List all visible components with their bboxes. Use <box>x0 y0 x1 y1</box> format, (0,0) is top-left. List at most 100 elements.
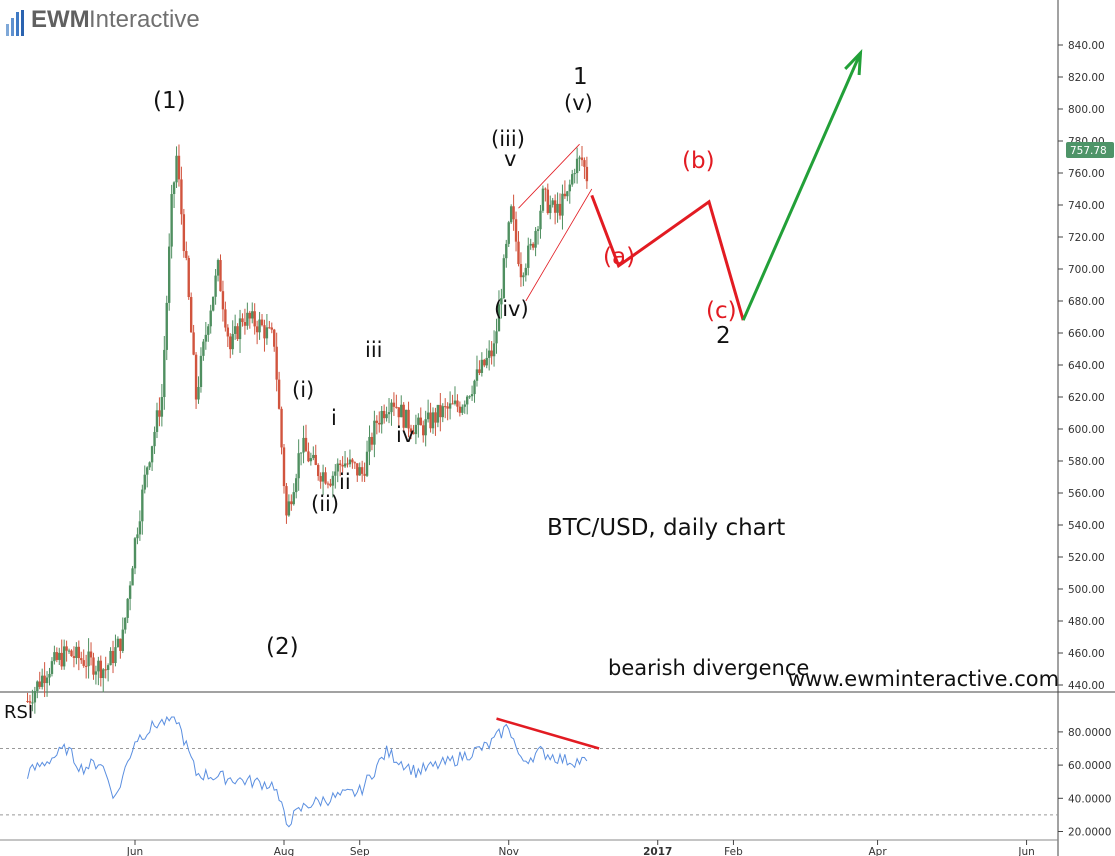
candle-body <box>62 646 66 667</box>
candle-body <box>170 194 173 247</box>
candle-body <box>136 534 139 539</box>
rsi-line-path <box>27 715 588 828</box>
candle-body <box>45 677 49 684</box>
candle-body <box>292 492 295 505</box>
candle-body <box>219 260 222 292</box>
candle-body <box>275 346 278 380</box>
candle-body <box>563 193 567 197</box>
candle-body <box>358 467 361 476</box>
time-tick-label: Sep <box>350 846 370 856</box>
candle-body <box>397 407 401 418</box>
candle-body <box>546 189 550 214</box>
candle-body <box>402 404 405 428</box>
candle-body <box>87 651 90 667</box>
candle-body <box>326 483 330 485</box>
candle-body <box>109 650 112 666</box>
rsi-tick-label: 60.0000 <box>1068 760 1111 772</box>
candle-body <box>473 380 476 395</box>
candle-body <box>116 638 120 648</box>
candle-body <box>492 343 496 357</box>
candle-body <box>424 419 427 436</box>
candle-body <box>172 182 176 195</box>
candle-body <box>566 191 569 197</box>
candle-body <box>94 671 98 675</box>
candle-body <box>167 246 171 303</box>
candle-body <box>177 155 181 180</box>
wave-a-label: (a) <box>603 244 635 270</box>
divergence-label: bearish divergence <box>608 656 809 680</box>
logo-suffix: Interactive <box>89 6 200 33</box>
candle-body <box>229 336 232 350</box>
candle-body <box>258 319 261 333</box>
candle-body <box>573 173 576 175</box>
wave-one-label: 1 <box>573 64 588 90</box>
candle-body <box>319 476 322 482</box>
candle-body <box>77 646 81 659</box>
candle-body <box>404 409 408 428</box>
candle-body <box>527 245 530 268</box>
candle-body <box>575 158 579 174</box>
candle-body <box>392 402 396 407</box>
price-axis: 440.00 460.00 480.00 500.00 520.00 540.00 560.… <box>1058 40 1105 692</box>
time-tick-label: Apr <box>868 846 887 856</box>
candle-body <box>395 406 398 408</box>
projection-up-line <box>741 52 862 321</box>
candle-body <box>480 359 484 373</box>
candle-body <box>365 451 369 476</box>
candle-body <box>407 409 410 429</box>
price-tick-label: 640.00 <box>1068 360 1105 372</box>
time-tick-label: 2017 <box>643 846 672 856</box>
candle-body <box>89 651 93 658</box>
candle-body <box>67 650 71 652</box>
candle-body <box>241 318 244 323</box>
wave-iv-minor-label: iv <box>396 423 414 447</box>
candle-body <box>380 410 383 425</box>
candle-body <box>470 394 474 397</box>
price-tick-label: 680.00 <box>1068 296 1105 308</box>
candle-body <box>544 188 547 190</box>
candle-body <box>180 179 183 215</box>
time-tick-label: Nov <box>498 846 519 856</box>
candle-body <box>31 702 34 704</box>
candle-body <box>456 400 459 407</box>
candle-body <box>346 463 349 465</box>
candle-body <box>360 467 364 474</box>
candle-body <box>434 412 437 423</box>
logo: EWM Interactive <box>6 6 200 36</box>
candle-body <box>487 350 491 358</box>
candle-body <box>539 210 542 230</box>
rsi-axis: 20.0000 40.0000 60.0000 80.0000 <box>1058 727 1111 839</box>
candle-body <box>583 160 586 167</box>
time-tick-label: Jun <box>1017 846 1034 856</box>
price-tick-label: 480.00 <box>1068 616 1105 628</box>
candle-body <box>382 410 386 419</box>
candle-body <box>422 425 425 436</box>
time-tick-label: Jun <box>126 846 143 856</box>
candle-body <box>316 464 320 477</box>
candle-body <box>97 660 100 672</box>
candle-body <box>519 264 523 278</box>
rsi-tick-label: 40.0000 <box>1068 793 1111 805</box>
candle-body <box>211 296 215 311</box>
candle-body <box>285 486 288 516</box>
time-tick-label: Aug <box>274 846 295 856</box>
candle-body <box>541 188 545 211</box>
candle-body <box>202 341 205 356</box>
candle-body <box>50 661 54 674</box>
chart-title: BTC/USD, daily chart <box>547 515 785 541</box>
candle-body <box>106 665 110 670</box>
candle-body <box>338 463 342 465</box>
price-badge: 757.78 <box>1066 142 1114 158</box>
candle-body <box>248 312 252 319</box>
candle-body <box>236 326 239 340</box>
candle-body <box>517 241 520 265</box>
candle-body <box>282 447 286 487</box>
candle-body <box>453 400 457 404</box>
candle-body <box>38 681 41 687</box>
candle-body <box>417 417 420 425</box>
candle-body <box>104 669 107 671</box>
candle-body <box>72 656 76 658</box>
candle-body <box>65 646 68 651</box>
